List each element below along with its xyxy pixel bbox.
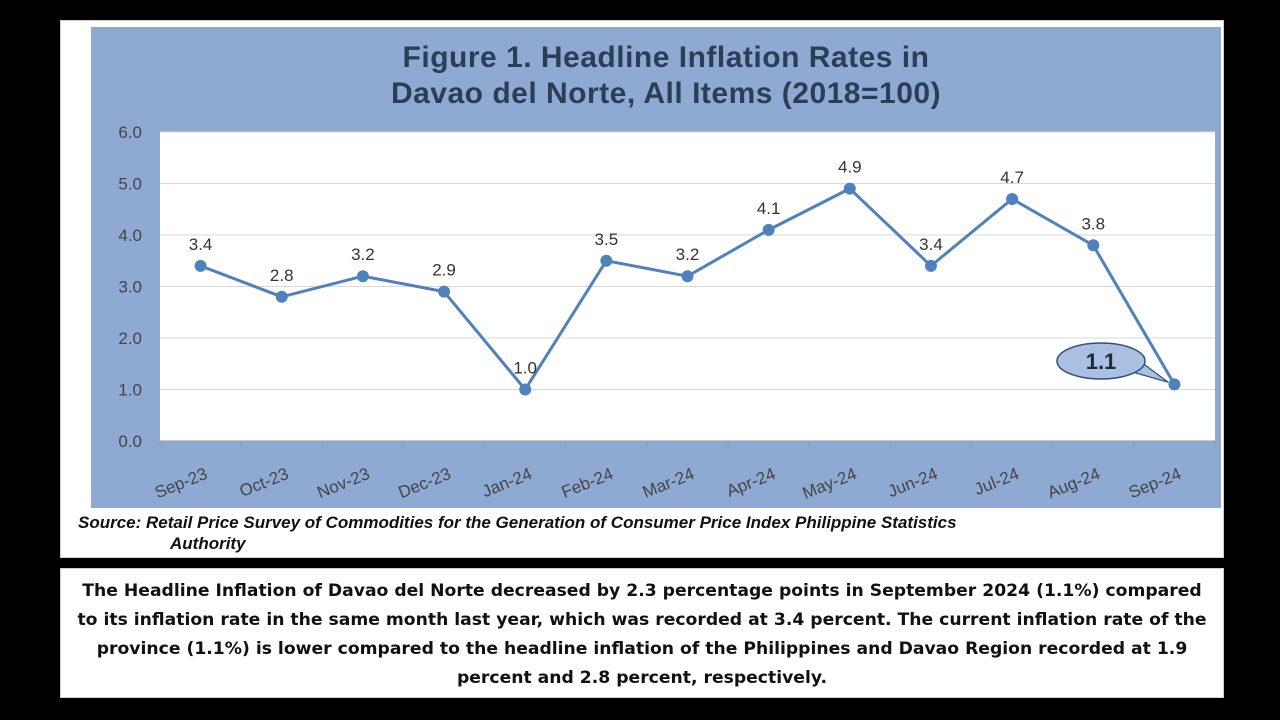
data-label: 1.0 bbox=[513, 359, 537, 378]
y-tick-label: 0.0 bbox=[118, 432, 142, 451]
data-label: 2.8 bbox=[270, 266, 294, 285]
data-label: 4.9 bbox=[838, 158, 862, 177]
x-tick-label: Sep-24 bbox=[1126, 464, 1184, 502]
data-label: 4.1 bbox=[757, 199, 781, 218]
x-tick-label: Dec-23 bbox=[396, 464, 454, 502]
source-note: Source: Retail Price Survey of Commoditi… bbox=[78, 512, 1208, 554]
y-tick-label: 6.0 bbox=[118, 123, 142, 142]
data-point bbox=[600, 254, 613, 267]
source-text: Retail Price Survey of Commodities for t… bbox=[146, 513, 957, 532]
data-point bbox=[356, 270, 369, 283]
data-point bbox=[762, 223, 775, 236]
data-label: 4.7 bbox=[1000, 168, 1024, 187]
chart-title: Figure 1. Headline Inflation Rates in Da… bbox=[91, 40, 1241, 112]
chart-title-line2: Davao del Norte, All Items (2018=100) bbox=[390, 77, 942, 110]
x-tick-label: Feb-24 bbox=[559, 464, 616, 502]
data-point bbox=[1168, 378, 1181, 391]
x-tick-label: Jan-24 bbox=[479, 464, 534, 501]
x-tick-label: Jun-24 bbox=[885, 464, 940, 501]
x-tick-label: Jul-24 bbox=[972, 464, 1022, 499]
data-label: 3.8 bbox=[1081, 214, 1105, 233]
y-tick-label: 2.0 bbox=[118, 329, 142, 348]
data-label: 3.5 bbox=[595, 230, 619, 249]
chart-title-line1: Figure 1. Headline Inflation Rates in bbox=[402, 41, 930, 74]
data-label: 3.2 bbox=[676, 245, 700, 264]
data-point bbox=[194, 259, 207, 272]
data-point bbox=[681, 270, 694, 283]
data-point bbox=[438, 285, 451, 298]
y-tick-label: 3.0 bbox=[118, 278, 142, 297]
y-tick-label: 1.0 bbox=[118, 381, 142, 400]
data-point bbox=[519, 383, 532, 396]
data-label: 3.4 bbox=[189, 235, 213, 254]
y-tick-label: 5.0 bbox=[118, 175, 142, 194]
data-point bbox=[275, 290, 288, 303]
data-label: 2.9 bbox=[432, 261, 456, 280]
summary-box bbox=[60, 568, 1224, 698]
x-tick-label: Sep-23 bbox=[152, 464, 210, 502]
x-tick-label: Nov-23 bbox=[314, 464, 372, 502]
data-point bbox=[924, 259, 937, 272]
data-point bbox=[1006, 192, 1019, 205]
data-label: 3.2 bbox=[351, 245, 375, 264]
data-point bbox=[1087, 239, 1100, 252]
callout-label: 1.1 bbox=[1086, 349, 1117, 374]
x-tick-label: Oct-23 bbox=[237, 464, 291, 501]
x-tick-label: May-24 bbox=[800, 464, 860, 503]
x-tick-label: Mar-24 bbox=[640, 464, 697, 502]
x-tick-label: Aug-24 bbox=[1045, 464, 1103, 502]
source-text-continued: Authority bbox=[170, 534, 246, 553]
source-label: Source: bbox=[78, 513, 142, 532]
data-point bbox=[843, 182, 856, 195]
summary-text: The Headline Inflation of Davao del Nort… bbox=[77, 581, 1207, 688]
x-tick-label: Apr-24 bbox=[724, 464, 778, 501]
callout-bubble bbox=[1056, 342, 1146, 380]
data-label: 3.4 bbox=[919, 235, 943, 254]
y-tick-label: 4.0 bbox=[118, 226, 142, 245]
